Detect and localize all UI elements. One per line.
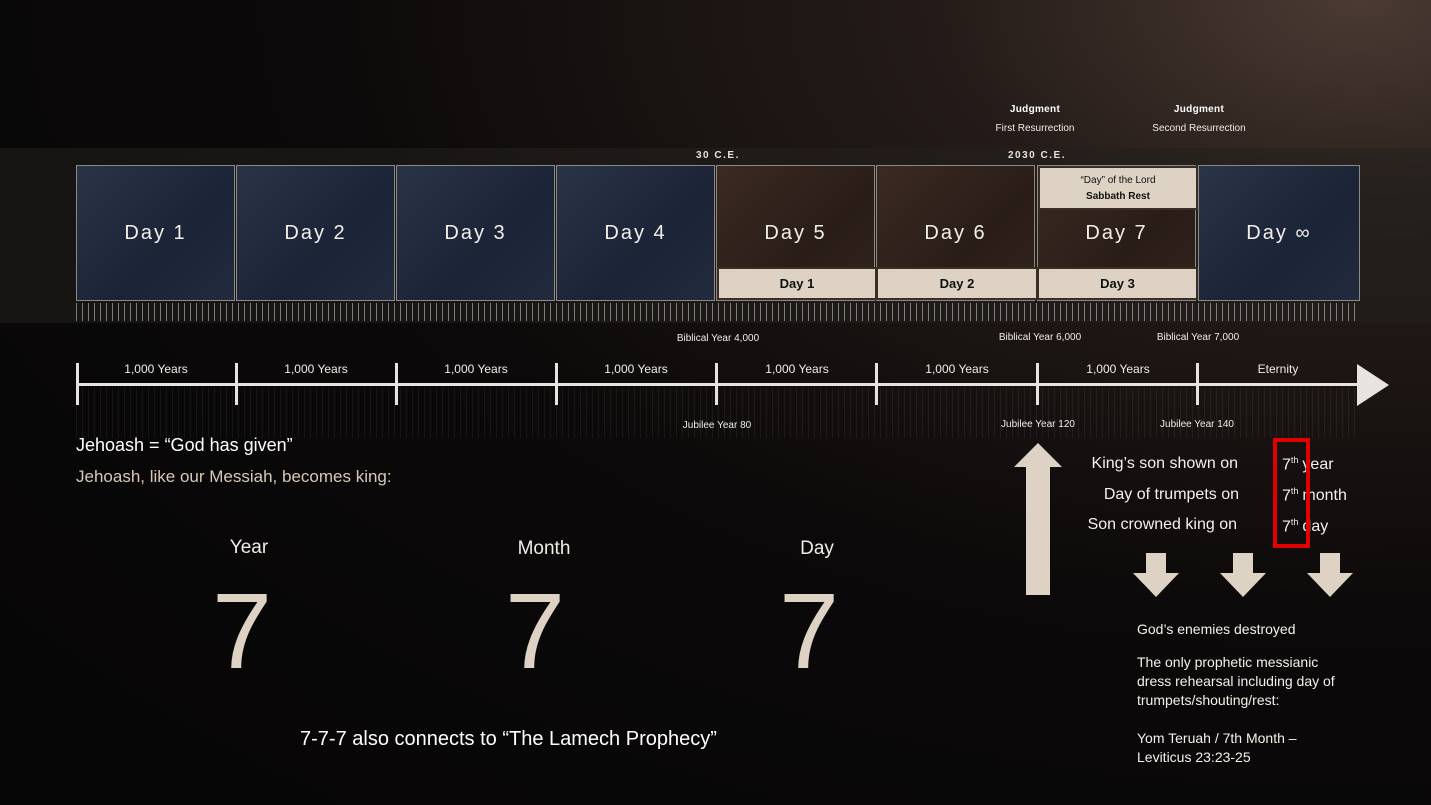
segment-label: Eternity — [1257, 362, 1299, 376]
sub-day-1: Day 1 — [717, 267, 877, 300]
day-cell-4: Day 4 — [556, 165, 715, 301]
segment-label: 1,000 Years — [604, 362, 668, 376]
arrow-up-icon — [1014, 443, 1062, 595]
jubilee-year-80: Jubilee Year 80 — [682, 420, 752, 431]
segment-label: 1,000 Years — [284, 362, 348, 376]
jubilee-year-140: Jubilee Year 140 — [1160, 419, 1234, 430]
judgment-label-1: Judgment — [1009, 104, 1061, 115]
day-cell-3: Day 3 — [396, 165, 555, 301]
son-crowned-text: Son crowned king on — [1087, 516, 1237, 533]
year-30-ce: 30 C.E. — [696, 150, 740, 161]
day-label: Day 5 — [764, 221, 827, 244]
arrow-down-icon — [1133, 553, 1179, 597]
segment-tick — [1036, 363, 1039, 405]
dress-rehearsal-text: The only prophetic messianic dress rehea… — [1137, 654, 1335, 708]
day-label: Day 1 — [124, 221, 187, 244]
lamech-prophecy-text: 7-7-7 also connects to “The Lamech Proph… — [300, 728, 717, 750]
biblical-year-4000: Biblical Year 4,000 — [676, 333, 760, 344]
day-of-the-lord-label: “Day” of the Lord — [1080, 174, 1156, 186]
ordinal-suffix: th — [1290, 486, 1299, 496]
arrow-down-icon — [1307, 553, 1353, 597]
segment-tick — [76, 363, 79, 405]
sub-day-2: Day 2 — [876, 267, 1038, 300]
biblical-year-6000: Biblical Year 6,000 — [998, 332, 1082, 343]
seventh-month-value: 7th month — [1282, 486, 1347, 505]
ordinal-number: 7 — [1282, 518, 1291, 536]
sub-day-label: Day 2 — [939, 276, 975, 291]
ordinal-unit: month — [1302, 487, 1347, 505]
judgment-label-2: Judgment — [1173, 104, 1225, 115]
day-label: Day 6 — [924, 221, 987, 244]
seven-year-value: 7 — [211, 570, 273, 691]
enemies-destroyed-text: God’s enemies destroyed — [1137, 621, 1296, 637]
day-of-the-lord-box: “Day” of the Lord Sabbath Rest — [1038, 166, 1198, 210]
day-of-trumpets-text: Day of trumpets on — [1103, 486, 1239, 503]
sub-day-3: Day 3 — [1037, 267, 1198, 300]
ordinal-suffix: th — [1290, 455, 1299, 465]
second-resurrection-label: Second Resurrection — [1152, 123, 1246, 134]
ordinal-suffix: th — [1290, 517, 1299, 527]
segment-tick — [715, 363, 718, 405]
seven-day-label: Day — [800, 538, 834, 559]
ordinal-number: 7 — [1282, 456, 1291, 474]
arrow-down-icon — [1220, 553, 1266, 597]
seven-month-value: 7 — [504, 570, 566, 691]
day-cell-2: Day 2 — [236, 165, 395, 301]
day-label: Day 4 — [604, 221, 667, 244]
day-label: Day ∞ — [1246, 221, 1312, 244]
segment-label: 1,000 Years — [444, 362, 508, 376]
segment-tick — [395, 363, 398, 405]
segment-label: 1,000 Years — [1086, 362, 1150, 376]
segment-tick — [1196, 363, 1199, 405]
arrow-right-icon — [1357, 364, 1389, 406]
segment-label: 1,000 Years — [124, 362, 188, 376]
seven-year-label: Year — [229, 537, 269, 558]
jubilee-year-120: Jubilee Year 120 — [1001, 419, 1075, 430]
yom-teruah-text: Yom Teruah / 7th Month – Leviticus 23:23… — [1137, 730, 1297, 765]
highlight-box — [1273, 438, 1310, 548]
tick-ruler — [76, 303, 1360, 321]
day-label: Day 2 — [284, 221, 347, 244]
day-label: Day 3 — [444, 221, 507, 244]
day-cell-1: Day 1 — [76, 165, 235, 301]
ordinal-number: 7 — [1282, 487, 1291, 505]
timeline-axis — [78, 383, 1363, 386]
day-cell-infinity: Day ∞ — [1198, 165, 1360, 301]
sabbath-rest-label: Sabbath Rest — [1086, 190, 1150, 202]
jehoash-title: Jehoash = “God has given” — [76, 435, 293, 455]
segment-tick — [555, 363, 558, 405]
segment-label: 1,000 Years — [765, 362, 829, 376]
king-son-shown-text: King’s son shown on — [1091, 455, 1238, 472]
faint-lines — [76, 388, 1360, 438]
sub-day-label: Day 1 — [779, 276, 815, 291]
ordinal-unit: year — [1302, 456, 1334, 474]
segment-tick — [875, 363, 878, 405]
seven-month-label: Month — [517, 538, 571, 559]
day-label: Day 7 — [1085, 221, 1148, 244]
seventh-year-value: 7th year — [1282, 455, 1334, 474]
year-2030-ce: 2030 C.E. — [1008, 150, 1066, 161]
segment-label: 1,000 Years — [925, 362, 989, 376]
first-resurrection-label: First Resurrection — [995, 123, 1075, 134]
jehoash-subtitle: Jehoash, like our Messiah, becomes king: — [76, 467, 392, 486]
sub-day-label: Day 3 — [1100, 276, 1135, 291]
seven-day-value: 7 — [778, 570, 840, 691]
biblical-year-7000: Biblical Year 7,000 — [1156, 332, 1240, 343]
segment-tick — [235, 363, 238, 405]
